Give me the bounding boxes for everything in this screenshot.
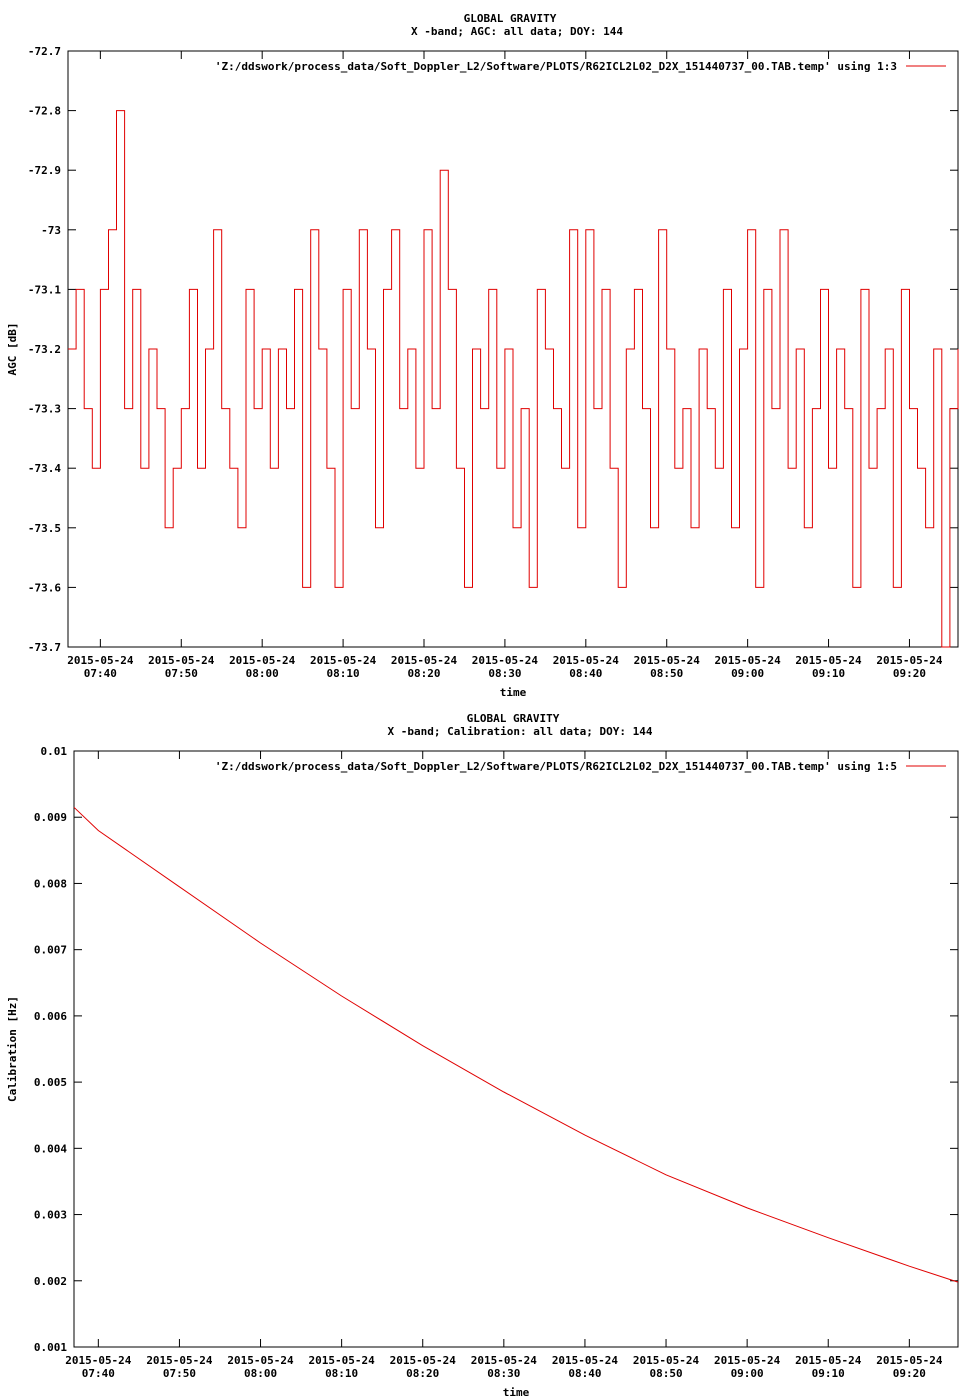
calibration-plot-frame (73, 750, 959, 1348)
calibration-y-axis-label: Calibration [Hz] (6, 996, 19, 1102)
calibration-x-tick-date: 2015-05-24 (876, 1354, 943, 1367)
agc-x-tick-time: 08:20 (407, 667, 440, 680)
calibration-x-axis: 2015-05-2407:402015-05-2407:502015-05-24… (65, 751, 943, 1380)
agc-y-tick-label: -73.3 (28, 403, 61, 416)
calibration-y-tick-label: 0.003 (34, 1209, 67, 1222)
calibration-x-tick-time: 09:00 (731, 1367, 764, 1380)
agc-y-tick-label: -72.8 (28, 105, 61, 118)
agc-x-tick-date: 2015-05-24 (229, 654, 296, 667)
agc-x-tick-time: 07:50 (165, 667, 198, 680)
agc-x-tick-time: 08:50 (650, 667, 683, 680)
agc-y-tick-label: -73.5 (28, 522, 61, 535)
calibration-legend: 'Z:/ddswork/process_data/Soft_Doppler_L2… (215, 760, 946, 773)
agc-y-tick-label: -73.1 (28, 283, 61, 296)
calibration-y-axis: 0.01 0.009 0.008 0.007 0.006 0.005 0.004 0.003 0… (34, 745, 958, 1354)
calibration-x-tick-time: 09:20 (893, 1367, 926, 1380)
calibration-x-tick-date: 2015-05-24 (714, 1354, 781, 1367)
calibration-x-tick-date: 2015-05-24 (309, 1354, 376, 1367)
agc-x-tick-date: 2015-05-24 (715, 654, 782, 667)
calibration-x-tick-time: 08:40 (568, 1367, 601, 1380)
calibration-x-tick-date: 2015-05-24 (471, 1354, 538, 1367)
agc-x-tick-date: 2015-05-24 (67, 654, 134, 667)
agc-x-tick-time: 09:00 (731, 667, 764, 680)
calibration-x-tick-date: 2015-05-24 (227, 1354, 294, 1367)
agc-x-tick-date: 2015-05-24 (391, 654, 458, 667)
agc-chart: GLOBAL GRAVITY X -band; AGC: all data; D… (6, 12, 959, 699)
calibration-y-tick-label: 0.007 (34, 944, 67, 957)
agc-y-tick-label: -73 (41, 224, 61, 237)
calibration-y-tick-label: 0.01 (41, 745, 68, 758)
calibration-chart: GLOBAL GRAVITY X -band; Calibration: all… (6, 712, 959, 1399)
calibration-series-line (73, 806, 959, 1283)
calibration-x-tick-time: 08:00 (244, 1367, 277, 1380)
agc-series-line (68, 110, 959, 648)
agc-x-axis: 2015-05-2407:402015-05-2407:502015-05-24… (67, 51, 943, 680)
agc-x-tick-date: 2015-05-24 (148, 654, 215, 667)
agc-x-tick-date: 2015-05-24 (876, 654, 943, 667)
agc-y-tick-label: -72.9 (28, 164, 61, 177)
calibration-y-tick-label: 0.004 (34, 1142, 67, 1155)
agc-y-axis: -72.7 -72.8 -72.9 -73 -73.1 -73.2 -73.3 -73.4 -7… (28, 45, 958, 654)
agc-legend: 'Z:/ddswork/process_data/Soft_Doppler_L2… (215, 60, 946, 73)
agc-x-tick-time: 09:20 (893, 667, 926, 680)
calibration-y-tick-label: 0.009 (34, 811, 67, 824)
calibration-x-tick-date: 2015-05-24 (65, 1354, 132, 1367)
agc-x-tick-date: 2015-05-24 (310, 654, 377, 667)
agc-chart-title: GLOBAL GRAVITY (464, 12, 557, 25)
calibration-x-tick-date: 2015-05-24 (795, 1354, 862, 1367)
calibration-y-tick-label: 0.008 (34, 877, 67, 890)
calibration-x-tick-date: 2015-05-24 (390, 1354, 457, 1367)
calibration-y-tick-label: 0.005 (34, 1076, 67, 1089)
agc-x-tick-time: 08:00 (246, 667, 279, 680)
agc-x-tick-time: 07:40 (84, 667, 117, 680)
agc-x-tick-date: 2015-05-24 (795, 654, 862, 667)
agc-x-tick-time: 08:30 (488, 667, 521, 680)
calibration-x-tick-date: 2015-05-24 (633, 1354, 700, 1367)
agc-chart-subtitle: X -band; AGC: all data; DOY: 144 (411, 25, 623, 38)
agc-y-tick-label: -73.4 (28, 462, 61, 475)
calibration-y-tick-label: 0.001 (34, 1341, 67, 1354)
calibration-x-tick-date: 2015-05-24 (552, 1354, 619, 1367)
agc-x-tick-date: 2015-05-24 (553, 654, 620, 667)
calibration-y-tick-label: 0.006 (34, 1010, 67, 1023)
agc-x-tick-time: 08:40 (569, 667, 602, 680)
calibration-chart-subtitle: X -band; Calibration: all data; DOY: 144 (388, 725, 653, 738)
agc-x-tick-time: 08:10 (327, 667, 360, 680)
agc-legend-label: 'Z:/ddswork/process_data/Soft_Doppler_L2… (215, 60, 897, 73)
calibration-chart-title: GLOBAL GRAVITY (467, 712, 560, 725)
agc-x-tick-time: 09:10 (812, 667, 845, 680)
calibration-x-tick-time: 08:50 (649, 1367, 682, 1380)
agc-y-axis-label: AGC [dB] (6, 323, 19, 376)
calibration-x-axis-label: time (503, 1386, 530, 1399)
calibration-x-tick-time: 08:10 (325, 1367, 358, 1380)
calibration-x-tick-time: 09:10 (812, 1367, 845, 1380)
calibration-x-tick-date: 2015-05-24 (146, 1354, 213, 1367)
agc-x-tick-date: 2015-05-24 (634, 654, 701, 667)
agc-x-axis-label: time (500, 686, 527, 699)
agc-y-tick-label: -73.2 (28, 343, 61, 356)
agc-y-tick-label: -73.7 (28, 641, 61, 654)
calibration-y-tick-label: 0.002 (34, 1275, 67, 1288)
calibration-x-tick-time: 07:50 (163, 1367, 196, 1380)
calibration-legend-label: 'Z:/ddswork/process_data/Soft_Doppler_L2… (215, 760, 897, 773)
agc-x-tick-date: 2015-05-24 (472, 654, 539, 667)
calibration-x-tick-time: 07:40 (82, 1367, 115, 1380)
agc-y-tick-label: -72.7 (28, 45, 61, 58)
agc-y-tick-label: -73.6 (28, 581, 61, 594)
calibration-x-tick-time: 08:20 (406, 1367, 439, 1380)
calibration-x-tick-time: 08:30 (487, 1367, 520, 1380)
